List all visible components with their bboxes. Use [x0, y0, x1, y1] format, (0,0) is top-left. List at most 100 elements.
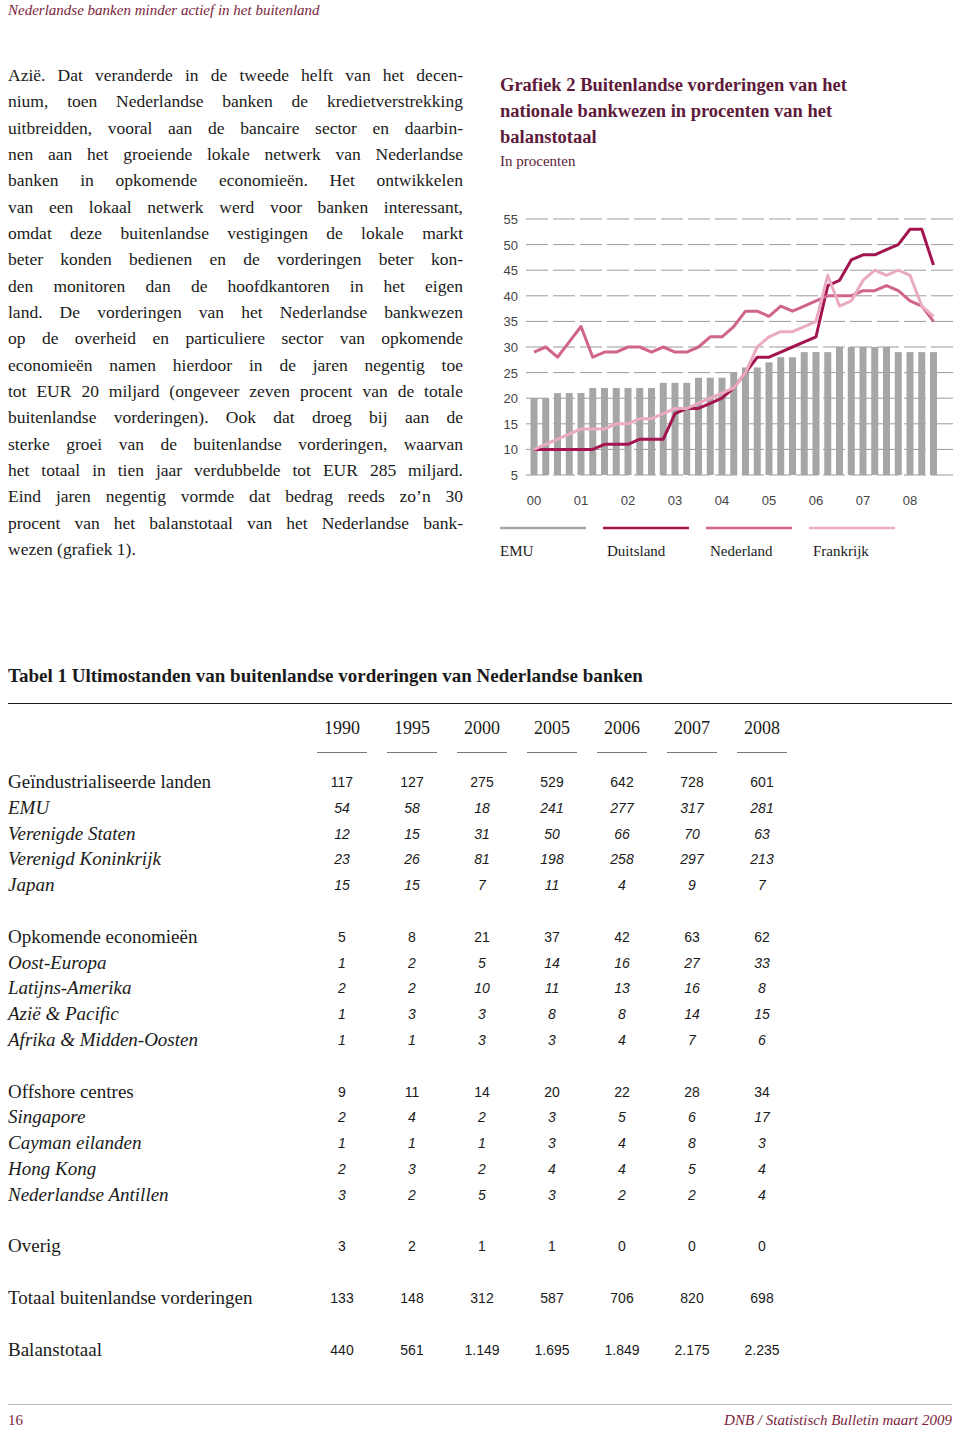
body-line: tot EUR 20 miljard (ongeveer zeven proce…	[8, 378, 463, 404]
table-cell: 9	[307, 1083, 377, 1101]
bar	[871, 347, 878, 475]
table-cell: 1	[307, 1005, 377, 1023]
table-cell: 15	[377, 876, 447, 894]
table-cell: 22	[587, 1083, 657, 1101]
table-cell: 62	[727, 928, 797, 946]
publication: DNB / Statistisch Bulletin maart 2009	[724, 1412, 952, 1429]
table-cell: 20	[517, 1083, 587, 1101]
table-cell: 13	[587, 979, 657, 997]
table-cell: 3	[447, 1005, 517, 1023]
grid-line	[526, 295, 958, 296]
table-cell: 3	[517, 1031, 587, 1049]
table-cell: 148	[377, 1289, 447, 1307]
table-subrow-label: Verenigd Koninkrijk	[8, 847, 161, 871]
bar	[895, 352, 902, 475]
table-cell: 561	[377, 1341, 447, 1359]
bar	[789, 357, 796, 475]
chart: 510152025303540455055000102030405060708E…	[0, 0, 960, 600]
bar	[918, 352, 925, 475]
table-cell: 50	[517, 825, 587, 843]
table-cell: 11	[377, 1083, 447, 1101]
x-tick-label: 08	[903, 493, 917, 508]
table-cell: 529	[517, 773, 587, 791]
table-cell: 3	[517, 1186, 587, 1204]
column-underline	[597, 752, 647, 753]
table-cell: 2.235	[727, 1341, 797, 1359]
table-cell: 42	[587, 928, 657, 946]
table-row-label: Overig	[8, 1234, 61, 1258]
column-header: 1990	[307, 718, 377, 739]
bar	[801, 352, 808, 475]
column-underline	[387, 752, 437, 753]
table-cell: 9	[657, 876, 727, 894]
table-cell: 14	[447, 1083, 517, 1101]
bar	[883, 347, 890, 475]
table-cell: 2	[307, 979, 377, 997]
table-cell: 63	[727, 825, 797, 843]
table-cell: 3	[377, 1160, 447, 1178]
table-cell: 2	[307, 1108, 377, 1126]
column-underline	[527, 752, 577, 753]
table-cell: 63	[657, 928, 727, 946]
grid-line	[526, 270, 958, 271]
table-cell: 281	[727, 799, 797, 817]
table-cell: 2	[377, 954, 447, 972]
table-cell: 4	[517, 1160, 587, 1178]
x-tick-label: 05	[762, 493, 776, 508]
table-cell: 706	[587, 1289, 657, 1307]
table-cell: 11	[517, 979, 587, 997]
x-tick-label: 03	[668, 493, 682, 508]
table-cell: 1	[307, 1134, 377, 1152]
body-line: nen aan het groeiende lokale netwerk van…	[8, 141, 463, 167]
table-cell: 7	[727, 876, 797, 894]
legend-label: Frankrijk	[813, 543, 869, 559]
table-cell: 2	[657, 1186, 727, 1204]
table-cell: 4	[587, 876, 657, 894]
table-cell: 11	[517, 876, 587, 894]
table-cell: 2.175	[657, 1341, 727, 1359]
bar	[777, 357, 784, 475]
table-cell: 26	[377, 850, 447, 868]
table-cell: 4	[587, 1031, 657, 1049]
y-tick-label: 30	[504, 340, 518, 355]
table-cell: 1.695	[517, 1341, 587, 1359]
line	[534, 270, 934, 449]
table-subrow-label: EMU	[8, 796, 49, 820]
legend-swatch	[603, 527, 689, 530]
bar	[589, 388, 596, 475]
table-cell: 8	[377, 928, 447, 946]
body-line: wezen (grafiek 1).	[8, 536, 463, 562]
bar	[648, 388, 655, 475]
table-cell: 117	[307, 773, 377, 791]
page: Nederlandse banken minder actief in het …	[0, 0, 960, 1438]
body-line: van een lokaal netwerk werd voor banken …	[8, 194, 463, 220]
column-header: 2000	[447, 718, 517, 739]
body-line: land. De vorderingen van het Nederlandse…	[8, 299, 463, 325]
y-tick-label: 5	[511, 468, 518, 483]
legend-swatch	[500, 527, 586, 530]
legend-label: EMU	[500, 543, 534, 559]
table-cell: 28	[657, 1083, 727, 1101]
x-tick-label: 04	[715, 493, 729, 508]
y-tick-label: 20	[504, 391, 518, 406]
bar	[766, 362, 773, 475]
body-line: sterke groei van de buitenlandse vorderi…	[8, 431, 463, 457]
table-cell: 1	[447, 1237, 517, 1255]
y-tick-label: 10	[504, 442, 518, 457]
bar	[860, 347, 867, 475]
column-underline	[737, 752, 787, 753]
table-cell: 15	[377, 825, 447, 843]
bar	[601, 388, 608, 475]
y-tick-label: 35	[504, 314, 518, 329]
table-cell: 33	[727, 954, 797, 972]
table-cell: 70	[657, 825, 727, 843]
y-tick-label: 50	[504, 238, 518, 253]
table-cell: 4	[587, 1160, 657, 1178]
table-row-label: Totaal buitenlandse vorderingen	[8, 1286, 253, 1310]
column-underline	[317, 752, 367, 753]
y-tick-label: 45	[504, 263, 518, 278]
line	[534, 286, 934, 358]
table-cell: 1	[447, 1134, 517, 1152]
chart-subtitle: In procenten	[500, 153, 575, 170]
table-cell: 8	[727, 979, 797, 997]
